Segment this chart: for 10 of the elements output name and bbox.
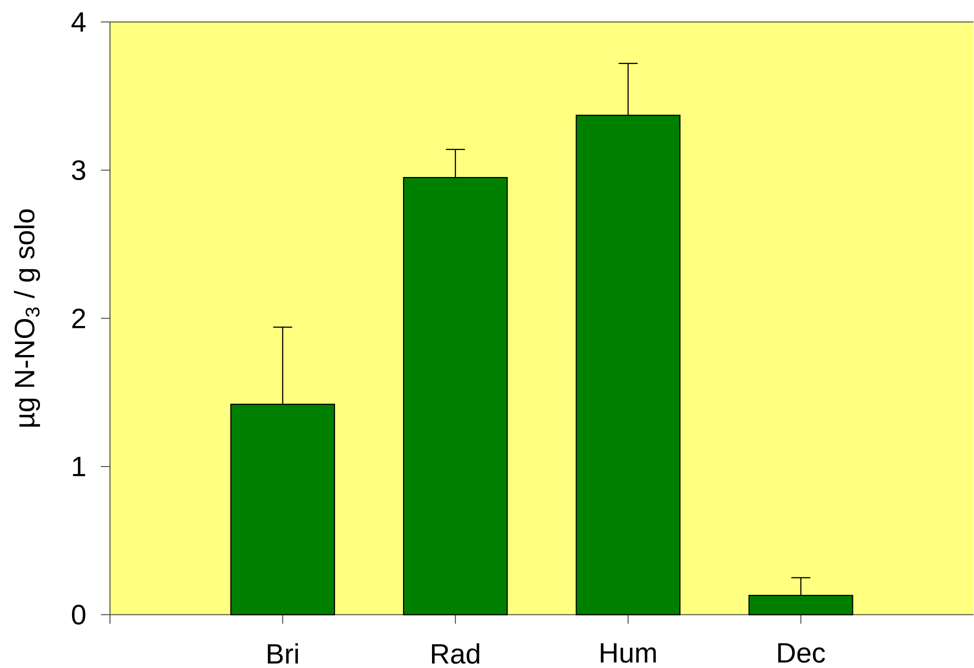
x-tick-label: Hum (600, 643, 656, 663)
y-tick-label: 2 (72, 308, 86, 328)
y-tick-label: 0 (72, 604, 86, 625)
y-tick-label: 1 (73, 457, 86, 476)
x-tick-label: Dec (778, 643, 825, 663)
y-axis-title: µg N-NO$_{3}$ / g solo (14, 210, 40, 427)
y-tick-label: 3 (72, 160, 86, 180)
x-tick-label: Rad (432, 643, 480, 664)
y-tick-label: 4 (72, 12, 86, 32)
x-tick-label: Bri (268, 643, 298, 664)
